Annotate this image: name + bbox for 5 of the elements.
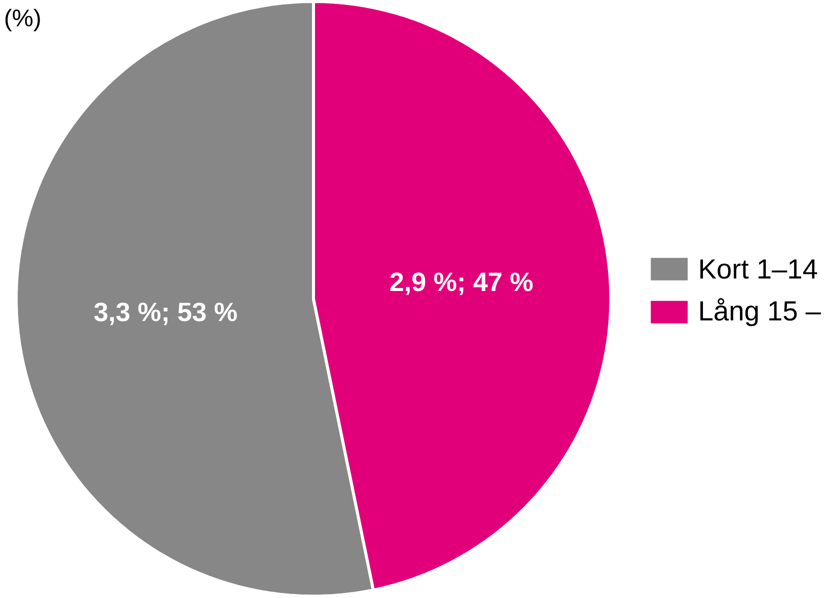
data-label: 3,3 %; 53 %	[94, 302, 237, 326]
chart-title: (%)	[5, 8, 40, 32]
legend-label: Kort 1–14	[700, 260, 818, 279]
legend-label: Lång 15 –	[700, 298, 821, 326]
data-label: 2,9 %; 47 %	[390, 272, 533, 296]
